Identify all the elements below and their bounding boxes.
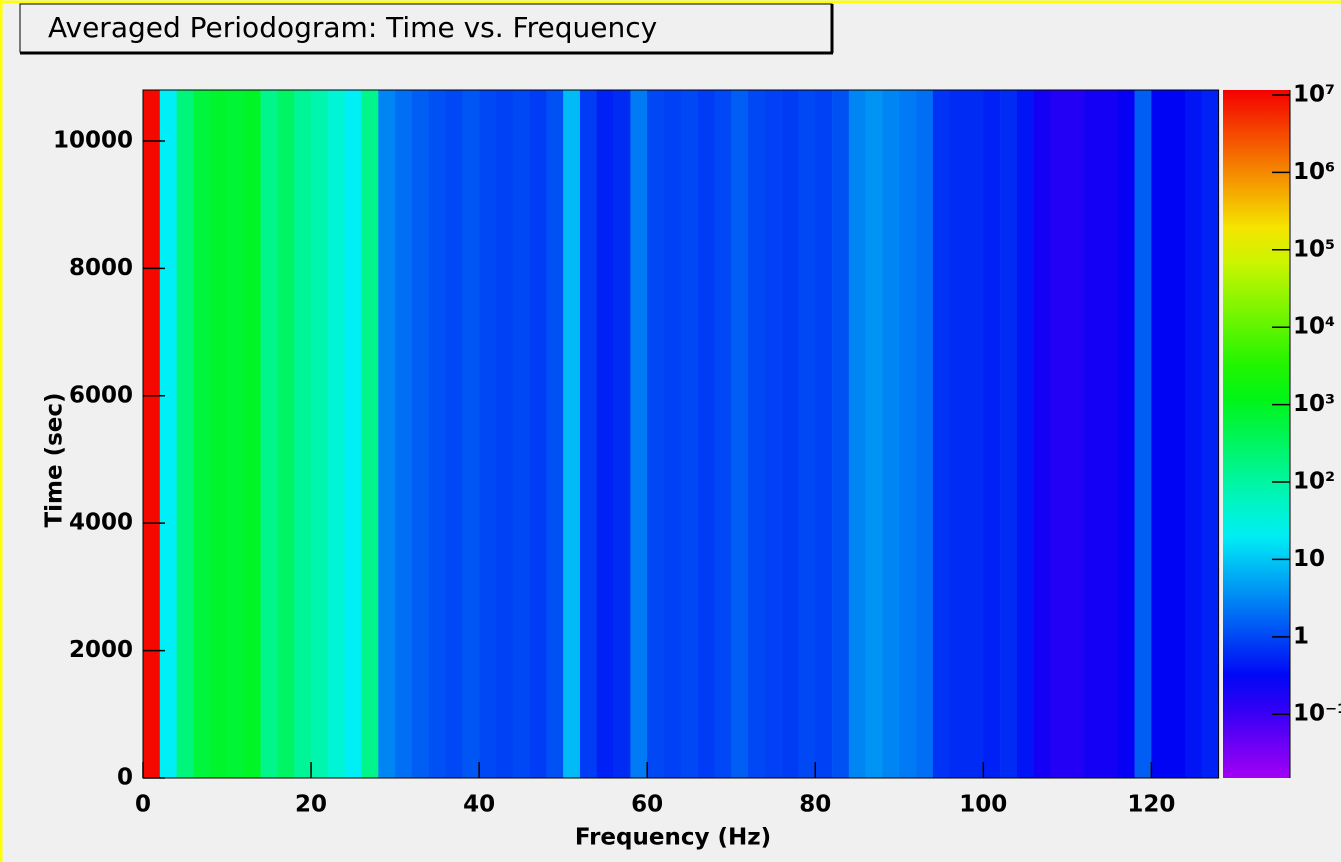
heatmap-cell	[1050, 90, 1068, 778]
heatmap-cell	[932, 90, 950, 778]
heatmap-cell	[1134, 90, 1152, 778]
y-tick-label: 0	[117, 765, 133, 791]
heatmap-cell	[1151, 90, 1169, 778]
heatmap-cell	[479, 90, 497, 778]
x-axis-label: Frequency (Hz)	[575, 825, 771, 851]
colorbar-tick-label: 10⁻¹	[1293, 701, 1341, 727]
y-axis-label: Time (sec)	[42, 392, 68, 527]
heatmap-cell	[277, 90, 295, 778]
heatmap-cell	[529, 90, 547, 778]
heatmap-cell	[596, 90, 614, 778]
heatmap-cell	[680, 90, 698, 778]
heatmap-cell	[647, 90, 665, 778]
x-tick-label: 20	[295, 792, 327, 818]
colorbar-tick-label: 10⁵	[1293, 236, 1335, 262]
y-tick-label: 8000	[69, 255, 133, 281]
heatmap-cell	[344, 90, 362, 778]
x-tick-label: 120	[1127, 792, 1175, 818]
heatmap-cell	[1067, 90, 1085, 778]
heatmap-cell	[1084, 90, 1102, 778]
heatmap-cell	[663, 90, 682, 778]
heatmap-cell	[1016, 90, 1035, 778]
heatmap-cell	[546, 90, 564, 778]
heatmap-cell	[815, 90, 833, 778]
colorbar	[1223, 90, 1290, 778]
heatmap-cell	[764, 90, 782, 778]
heatmap-cell	[563, 90, 581, 778]
heatmap-cell	[1033, 90, 1051, 778]
x-tick-label: 100	[959, 792, 1007, 818]
heatmap-cell	[899, 90, 917, 778]
heatmap-cell	[848, 90, 866, 778]
heatmap-cell	[495, 90, 514, 778]
plot-frame	[142, 89, 1220, 779]
heatmap-cell	[327, 90, 345, 778]
heatmap-cell	[697, 90, 715, 778]
heatmap-cell	[176, 90, 194, 778]
heatmap-cell	[227, 90, 245, 778]
heatmap-cell	[210, 90, 228, 778]
heatmap-cell	[512, 90, 530, 778]
colorbar-tick-label: 1	[1293, 623, 1309, 649]
heatmap-cell	[193, 90, 211, 778]
y-tick-label: 4000	[69, 510, 133, 536]
x-tick-label: 40	[463, 792, 495, 818]
heatmap-cell	[832, 90, 850, 778]
colorbar-tick-label: 10⁷	[1293, 81, 1335, 107]
heatmap-cell	[1168, 90, 1186, 778]
heatmap-cell	[916, 90, 934, 778]
heatmap-cell	[1184, 90, 1203, 778]
heatmap-cell	[311, 90, 329, 778]
heatmap-cell	[159, 90, 177, 778]
colorbar-tick-label: 10³	[1293, 391, 1335, 417]
heatmap-cell	[1201, 90, 1219, 778]
heatmap-cell	[781, 90, 799, 778]
heatmap-cell	[1100, 90, 1119, 778]
heatmap-cell	[294, 90, 312, 778]
heatmap-cell	[983, 90, 1001, 778]
heatmap-cell	[260, 90, 278, 778]
x-tick-label: 0	[135, 792, 151, 818]
heatmap-cell	[579, 90, 598, 778]
heatmap-cell	[748, 90, 766, 778]
heatmap-cell	[428, 90, 446, 778]
y-tick-label: 10000	[53, 127, 133, 153]
heatmap-cell	[966, 90, 984, 778]
chart-title: Averaged Periodogram: Time vs. Frequency	[48, 11, 657, 44]
heatmap-cell	[361, 90, 379, 778]
heatmap-cell	[1117, 90, 1135, 778]
heatmap-cell	[949, 90, 967, 778]
colorbar-tick-label: 10⁴	[1293, 314, 1335, 340]
heatmap-cell	[865, 90, 883, 778]
colorbar-tick-label: 10⁶	[1293, 159, 1335, 185]
y-tick-label: 2000	[69, 637, 133, 663]
heatmap-cell	[143, 90, 161, 778]
heatmap-cell	[613, 90, 631, 778]
heatmap-cell	[798, 90, 816, 778]
colorbar-tick-label: 10	[1293, 546, 1325, 572]
heatmap-cell	[411, 90, 430, 778]
x-tick-label: 60	[631, 792, 663, 818]
colorbar-tick-label: 10²	[1293, 469, 1335, 495]
heatmap-cell	[243, 90, 261, 778]
heatmap-cell	[462, 90, 480, 778]
title-box	[19, 3, 833, 53]
heatmap-cell	[731, 90, 749, 778]
heatmap-cell	[395, 90, 413, 778]
x-tick-label: 80	[799, 792, 831, 818]
heatmap-cell	[882, 90, 900, 778]
heatmap-cell	[378, 90, 396, 778]
y-tick-label: 6000	[69, 382, 133, 408]
heatmap-cell	[714, 90, 732, 778]
heatmap-cell	[445, 90, 463, 778]
heatmap-cell	[1000, 90, 1018, 778]
heatmap-cell	[630, 90, 648, 778]
